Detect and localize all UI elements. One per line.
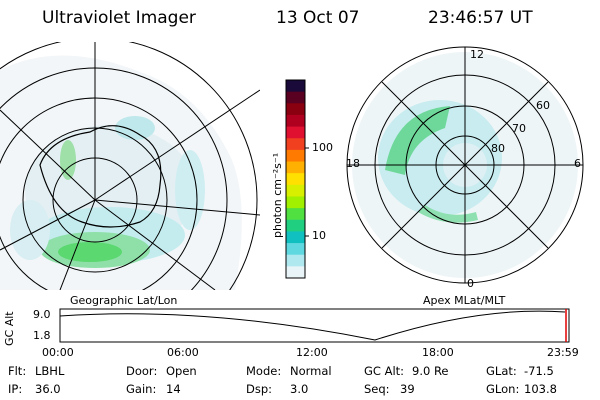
info-ip-value: 36.0 [35,382,61,396]
mlat-label-70: 70 [512,122,526,135]
info-glat-label: GLat: [486,364,517,378]
info-gain-label: Gain: [126,382,157,396]
colorbar-segment [286,208,305,221]
info-door-label: Door: [126,364,158,378]
info-mode-value: Normal [290,364,332,378]
info-mode-label: Mode: [246,364,282,378]
colorbar-segment [286,114,305,128]
altitude-ylabel: GC Alt [3,311,16,346]
geographic-image [0,42,260,290]
info-dsp-label: Dsp: [246,382,273,396]
altitude-xtick-0: 00:00 [42,346,74,359]
mlt-label-12: 12 [470,48,484,61]
mlat-label-80: 80 [491,142,505,155]
info-glon-value: 103.8 [524,382,557,396]
left-panel-label: Geographic Lat/Lon [70,294,178,307]
mlat-label-60: 60 [536,99,550,112]
colorbar-segment [286,196,305,209]
right-panel-label: Apex MLat/MLT [423,294,506,307]
time-text: 23:46:57 UT [428,8,533,28]
info-gcalt-value: 9.0 Re [412,364,449,378]
apex-polar-plot [345,45,585,285]
colorbar-segment [286,138,305,151]
mlt-label-18: 18 [346,157,360,170]
info-seq-label: Seq: [364,382,390,396]
colorbar-tick-10: 10 [312,229,326,242]
colorbar-segment [286,80,305,93]
info-glon-label: GLon: [486,382,520,396]
colorbar [285,79,309,279]
info-ip-label: IP: [8,382,23,396]
info-glat-value: -71.5 [524,364,554,378]
altitude-xtick-1: 06:00 [167,346,199,359]
info-door-value: Open [166,364,197,378]
instrument-title: Ultraviolet Imager [42,8,196,28]
date-text: 13 Oct 07 [276,8,360,28]
altitude-xtick-4: 23:59 [547,346,579,359]
altitude-ytick-1: 1.8 [33,329,51,342]
info-flt-value: LBHL [35,364,65,378]
colorbar-segment [286,173,305,186]
info-flt-label: Flt: [8,364,27,378]
colorbar-segment [286,184,305,197]
colorbar-segment [286,266,305,279]
info-seq-value: 39 [400,382,415,396]
info-gcalt-label: GC Alt: [364,364,405,378]
mlt-label-0: 0 [467,277,474,290]
info-gain-value: 14 [166,382,181,396]
mlt-label-6: 6 [574,157,581,170]
colorbar-segment [286,126,305,139]
colorbar-segment [286,254,305,267]
colorbar-segment [286,231,305,244]
colorbar-segment [286,103,305,116]
altitude-ytick-9: 9.0 [33,308,51,321]
altitude-xtick-2: 12:00 [296,346,328,359]
colorbar-segment [286,161,305,174]
colorbar-segment [286,219,305,232]
colorbar-segment [286,149,305,163]
colorbar-unit-label: photon cm⁻²s⁻¹ [271,152,284,238]
altitude-xtick-3: 18:00 [422,346,454,359]
colorbar-segment [286,91,305,104]
altitude-plot [59,308,570,343]
info-dsp-value: 3.0 [290,382,309,396]
colorbar-tick-100: 100 [312,141,333,154]
colorbar-segment [286,243,305,256]
